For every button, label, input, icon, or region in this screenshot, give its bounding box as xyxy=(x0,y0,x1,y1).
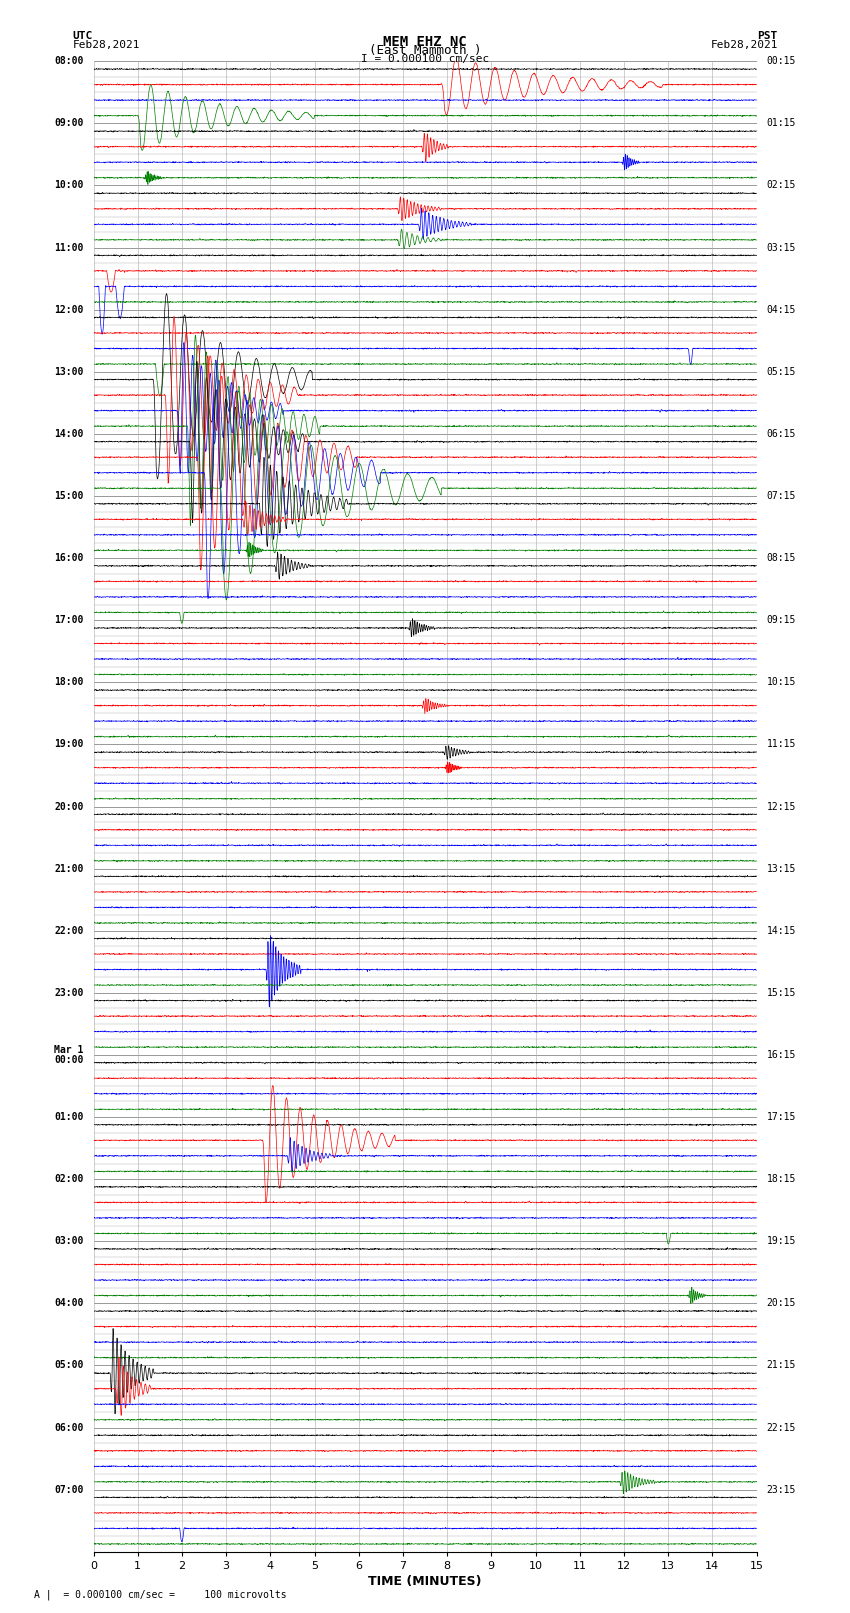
Text: 06:15: 06:15 xyxy=(767,429,796,439)
Text: 09:15: 09:15 xyxy=(767,615,796,626)
Text: 04:15: 04:15 xyxy=(767,305,796,315)
Text: 12:15: 12:15 xyxy=(767,802,796,811)
Text: 18:15: 18:15 xyxy=(767,1174,796,1184)
Text: 17:15: 17:15 xyxy=(767,1111,796,1123)
Text: 10:15: 10:15 xyxy=(767,677,796,687)
Text: (East Mammoth ): (East Mammoth ) xyxy=(369,44,481,58)
Text: 14:15: 14:15 xyxy=(767,926,796,936)
Text: 05:15: 05:15 xyxy=(767,366,796,377)
Text: 03:00: 03:00 xyxy=(54,1236,83,1247)
Text: 13:00: 13:00 xyxy=(54,366,83,377)
Text: 22:15: 22:15 xyxy=(767,1423,796,1432)
Text: 15:15: 15:15 xyxy=(767,987,796,998)
Text: A |  = 0.000100 cm/sec =     100 microvolts: A | = 0.000100 cm/sec = 100 microvolts xyxy=(34,1589,286,1600)
Text: 17:00: 17:00 xyxy=(54,615,83,626)
Text: 19:00: 19:00 xyxy=(54,739,83,750)
Text: 22:00: 22:00 xyxy=(54,926,83,936)
Text: 23:15: 23:15 xyxy=(767,1484,796,1495)
Text: 04:00: 04:00 xyxy=(54,1298,83,1308)
Text: 21:00: 21:00 xyxy=(54,863,83,874)
Text: I = 0.000100 cm/sec: I = 0.000100 cm/sec xyxy=(361,53,489,65)
Text: 06:00: 06:00 xyxy=(54,1423,83,1432)
Text: 11:00: 11:00 xyxy=(54,242,83,253)
Text: 07:15: 07:15 xyxy=(767,490,796,502)
Text: 13:15: 13:15 xyxy=(767,863,796,874)
Text: 21:15: 21:15 xyxy=(767,1360,796,1371)
Text: 05:00: 05:00 xyxy=(54,1360,83,1371)
Text: 10:00: 10:00 xyxy=(54,181,83,190)
Text: 09:00: 09:00 xyxy=(54,118,83,129)
Text: Mar 1: Mar 1 xyxy=(54,1045,83,1055)
Text: PST: PST xyxy=(757,31,778,40)
Text: 19:15: 19:15 xyxy=(767,1236,796,1247)
Text: 20:00: 20:00 xyxy=(54,802,83,811)
Text: 08:00: 08:00 xyxy=(54,56,83,66)
Text: MEM EHZ NC: MEM EHZ NC xyxy=(383,35,467,48)
Text: 16:15: 16:15 xyxy=(767,1050,796,1060)
Text: 07:00: 07:00 xyxy=(54,1484,83,1495)
Text: Feb28,2021: Feb28,2021 xyxy=(711,40,778,50)
Text: 20:15: 20:15 xyxy=(767,1298,796,1308)
Text: 08:15: 08:15 xyxy=(767,553,796,563)
Text: 01:00: 01:00 xyxy=(54,1111,83,1123)
Text: 11:15: 11:15 xyxy=(767,739,796,750)
Text: 00:00: 00:00 xyxy=(54,1055,83,1065)
Text: 01:15: 01:15 xyxy=(767,118,796,129)
Text: 02:15: 02:15 xyxy=(767,181,796,190)
Text: 15:00: 15:00 xyxy=(54,490,83,502)
X-axis label: TIME (MINUTES): TIME (MINUTES) xyxy=(368,1574,482,1587)
Text: 12:00: 12:00 xyxy=(54,305,83,315)
Text: UTC: UTC xyxy=(72,31,93,40)
Text: 03:15: 03:15 xyxy=(767,242,796,253)
Text: 18:00: 18:00 xyxy=(54,677,83,687)
Text: 02:00: 02:00 xyxy=(54,1174,83,1184)
Text: 14:00: 14:00 xyxy=(54,429,83,439)
Text: Feb28,2021: Feb28,2021 xyxy=(72,40,139,50)
Text: 16:00: 16:00 xyxy=(54,553,83,563)
Text: 23:00: 23:00 xyxy=(54,987,83,998)
Text: 00:15: 00:15 xyxy=(767,56,796,66)
